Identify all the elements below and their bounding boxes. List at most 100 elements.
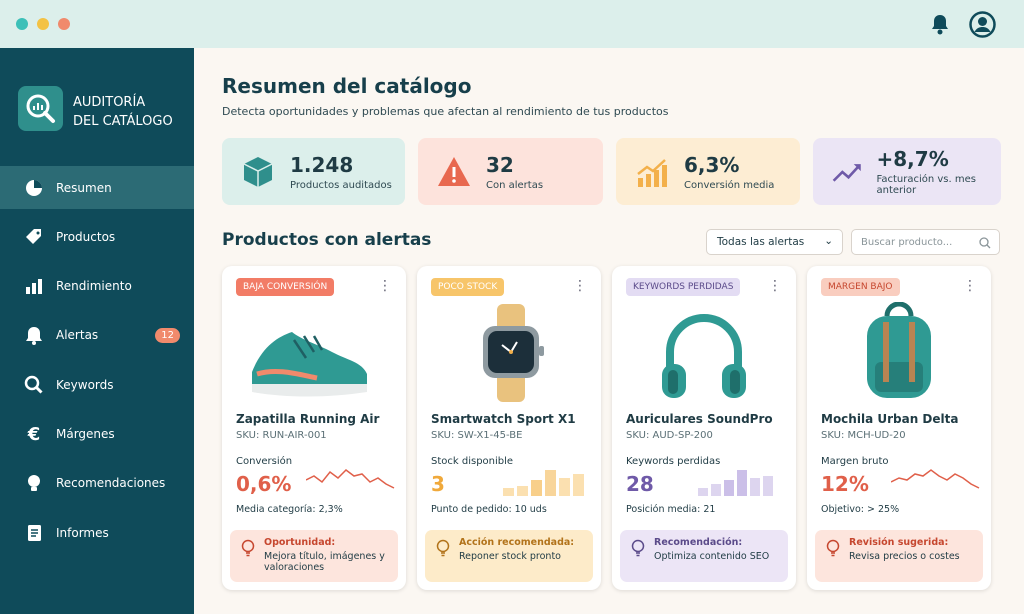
nav-item[interactable]: € Márgenes xyxy=(0,413,194,456)
nav-label: Márgenes xyxy=(56,427,115,441)
trend-graphic xyxy=(306,469,395,489)
advice-box: Recomendación: Optimiza contenido SEO xyxy=(620,530,788,582)
nav-icon xyxy=(26,179,42,196)
nav-item[interactable]: Recomendaciones xyxy=(0,462,194,505)
more-button[interactable]: ⋮ xyxy=(768,278,782,294)
advice-text: Revisa precios o costes xyxy=(849,551,960,562)
advice-box: Acción recomendada: Reponer stock pronto xyxy=(425,530,593,582)
window-dot xyxy=(58,18,70,30)
metric-note: Punto de pedido: 10 uds xyxy=(431,504,547,515)
alert-tag: MARGEN BAJO xyxy=(821,278,900,296)
nav-item[interactable]: Rendimiento xyxy=(0,265,194,308)
kpi-label: Conversión media xyxy=(684,179,775,191)
product-name: Zapatilla Running Air xyxy=(236,412,380,426)
kpi-value: 6,3% xyxy=(684,152,740,177)
product-sku: SKU: AUD-SP-200 xyxy=(626,430,713,441)
product-sku: SKU: SW-X1-45-BE xyxy=(431,430,523,441)
kpi-text: 6,3% Conversión media xyxy=(684,153,774,191)
kpi-card: 32 Con alertas xyxy=(418,138,603,205)
more-button[interactable]: ⋮ xyxy=(573,278,587,294)
product-card[interactable]: MARGEN BAJO ⋮ Mochila Urban Delta SKU: M… xyxy=(807,266,991,590)
trend-graphic xyxy=(891,469,980,489)
brand-logo xyxy=(18,86,63,131)
kpi-label: Facturación vs. mes anterior xyxy=(876,174,976,196)
nav-icon xyxy=(28,524,41,541)
advice-title: Revisión sugerida: xyxy=(849,537,949,548)
search-input[interactable]: Buscar producto... xyxy=(851,229,1000,255)
alert-tag: BAJA CONVERSIÓN xyxy=(236,278,335,296)
alert-tag: KEYWORDS PERDIDAS xyxy=(626,278,741,296)
product-image xyxy=(252,332,367,397)
notifications-button[interactable] xyxy=(930,13,950,35)
advice-title: Recomendación: xyxy=(654,537,743,548)
brand-name: AUDITORÍA DEL CATÁLOGO xyxy=(73,93,173,131)
window-dot xyxy=(16,18,28,30)
alert-tag: POCO STOCK xyxy=(431,278,505,296)
metric-label: Conversión xyxy=(236,456,293,467)
advice-text: Mejora título, imágenes y valoraciones xyxy=(264,551,385,573)
nav-label: Informes xyxy=(56,525,109,540)
nav-label: Recomendaciones xyxy=(56,476,166,491)
metric-label: Margen bruto xyxy=(821,456,889,467)
nav-item[interactable]: Keywords xyxy=(0,363,194,406)
product-name: Mochila Urban Delta xyxy=(821,412,959,426)
page-title: Resumen del catálogo xyxy=(222,74,472,98)
profile-button[interactable] xyxy=(969,11,996,38)
product-name: Auriculares SoundPro xyxy=(626,412,773,426)
nav-item[interactable]: Informes xyxy=(0,511,194,554)
kpi-value: +8,7% xyxy=(876,147,949,171)
nav-label: Alertas xyxy=(56,328,99,343)
nav-icon xyxy=(28,475,40,492)
more-button[interactable]: ⋮ xyxy=(963,278,977,294)
kpi-text: +8,7% Facturación vs. mes anterior xyxy=(877,147,1002,196)
nav-label: Productos xyxy=(56,229,116,244)
nav-item[interactable]: Productos xyxy=(0,215,194,258)
nav-badge: 12 xyxy=(155,327,180,343)
kpi-value: 32 xyxy=(486,152,514,177)
product-image xyxy=(483,304,544,402)
nav-label: Rendimiento xyxy=(56,279,132,294)
more-button[interactable]: ⋮ xyxy=(378,278,392,294)
trend-graphic xyxy=(503,470,584,496)
advice-icon xyxy=(631,539,645,557)
product-image xyxy=(867,302,931,398)
metric-label: Stock disponible xyxy=(431,456,514,467)
window-dot xyxy=(37,18,49,30)
nav-icon xyxy=(26,327,42,346)
metric-note: Media categoría: 2,3% xyxy=(236,504,343,515)
product-card[interactable]: POCO STOCK ⋮ Smartwatch Sport X1 SKU: SW… xyxy=(417,266,601,590)
alert-filter[interactable]: Todas las alertas ⌄ xyxy=(706,229,843,255)
nav-label: Resumen xyxy=(56,180,112,195)
section-title: Productos con alertas xyxy=(222,230,432,250)
advice-text: Reponer stock pronto xyxy=(459,551,561,562)
metric-value: 0,6% xyxy=(236,472,292,496)
product-card[interactable]: BAJA CONVERSIÓN ⋮ Zapatilla Running Air … xyxy=(222,266,406,590)
product-sku: SKU: RUN-AIR-001 xyxy=(236,430,327,441)
nav-icon xyxy=(24,375,43,394)
top-bar xyxy=(0,0,1024,48)
advice-text: Optimiza contenido SEO xyxy=(654,551,770,562)
nav-item[interactable]: Alertas 12 xyxy=(0,314,194,357)
metric-note: Posición media: 21 xyxy=(626,504,716,515)
nav-item[interactable]: Resumen xyxy=(0,166,194,209)
kpi-icon xyxy=(243,156,273,187)
page-subtitle: Detecta oportunidades y problemas que af… xyxy=(222,105,669,118)
metric-value: 28 xyxy=(626,472,654,496)
advice-icon xyxy=(241,539,255,557)
advice-box: Oportunidad: Mejora título, imágenes y va… xyxy=(230,530,398,582)
brand-line: DEL CATÁLOGO xyxy=(73,114,173,129)
trend-graphic xyxy=(698,470,773,496)
kpi-card: 1.248 Productos auditados xyxy=(222,138,405,205)
metric-note: Objetivo: > 25% xyxy=(821,504,900,515)
kpi-text: 1.248 Productos auditados xyxy=(290,153,392,191)
advice-box: Revisión sugerida: Revisa precios o coste… xyxy=(815,530,983,582)
sidebar: AUDITORÍA DEL CATÁLOGO Resumen Productos R… xyxy=(0,48,194,614)
product-sku: SKU: MCH-UD-20 xyxy=(821,430,906,441)
product-card[interactable]: KEYWORDS PERDIDAS ⋮ Auriculares SoundPro… xyxy=(612,266,796,590)
brand-line: AUDITORÍA xyxy=(73,95,146,110)
search-placeholder: Buscar producto... xyxy=(861,237,953,248)
nav-icon: € xyxy=(27,424,41,444)
kpi-value: 1.248 xyxy=(290,152,354,177)
search-icon xyxy=(979,237,991,249)
